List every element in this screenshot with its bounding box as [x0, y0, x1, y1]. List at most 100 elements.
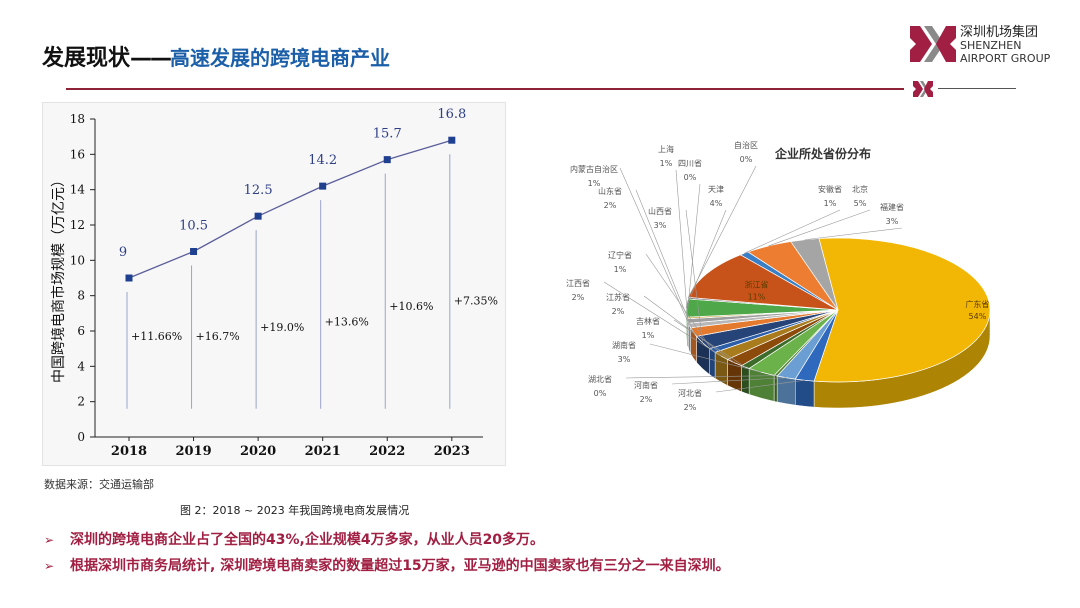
y-tick-label: 10 [70, 253, 85, 267]
logo-name-en-1: SHENZHEN [960, 39, 1022, 52]
bullet-item-1: ➢ 深圳的跨境电商企业占了全国的43%,企业规模4万多家，从业人员20多万。 [44, 530, 1044, 556]
pie-leader-line [625, 375, 776, 379]
pie-slice-side [709, 348, 716, 379]
bullet-text: 深圳的跨境电商企业占了全国的43%,企业规模4万多家，从业人员20多万。 [70, 532, 545, 548]
data-label: 10.5 [179, 219, 208, 234]
pie-leader-line [675, 169, 689, 322]
pie-label-name: 湖南省 [612, 340, 636, 350]
pie-label-value: 11% [748, 293, 766, 302]
pie-label-value: 1% [642, 331, 655, 340]
pie-leader-line [685, 209, 727, 309]
pie-leader-line [744, 209, 841, 254]
pie-label-name: 天津 [708, 184, 724, 194]
pie-leader-line [603, 281, 722, 357]
x-tick-label: 2018 [111, 444, 147, 459]
pie-label-value: 2% [612, 307, 625, 316]
pie-leader-line [649, 343, 762, 373]
pie-label-name: 四川省 [678, 158, 702, 168]
x-tick-label: 2021 [305, 444, 341, 459]
pie-leader-line [685, 209, 703, 343]
pie-label-value: 2% [604, 201, 617, 210]
data-label: 9 [119, 245, 127, 260]
pie-slice-side [773, 375, 778, 403]
growth-label: +19.0% [260, 321, 304, 334]
arrow-bullet-icon: ➢ [44, 559, 55, 573]
pie-label-name: 江西省 [566, 278, 590, 288]
data-point [190, 248, 198, 255]
figure-caption: 图 2：2018 ~ 2023 年我国跨境电商发展情况 [180, 504, 410, 517]
pie-label-value: 2% [684, 403, 697, 412]
pie-slice-side [776, 375, 796, 406]
bullet-list: ➢ 深圳的跨境电商企业占了全国的43%,企业规模4万多家，从业人员20多万。 ➢… [44, 530, 1044, 582]
y-tick-label: 0 [77, 430, 85, 444]
pie-label-name: 湖北省 [588, 374, 612, 384]
pie-label-name: 山西省 [648, 206, 672, 216]
y-tick-label: 4 [77, 359, 85, 373]
pie-label-value: 1% [660, 159, 673, 168]
small-logo-icon [913, 81, 933, 97]
pie-label-name: 山东省 [598, 186, 622, 196]
data-source: 数据来源：交通运输部 [44, 478, 154, 491]
pie-label-name: 广东省 [965, 299, 989, 309]
growth-label: +16.7% [196, 330, 240, 343]
pie-leader-line [673, 319, 746, 368]
pie-leader-line [635, 189, 694, 333]
data-point [254, 212, 262, 220]
pie-label-value: 0% [594, 389, 607, 398]
pie-label-value: 2% [572, 293, 585, 302]
growth-label: +10.6% [389, 300, 433, 313]
y-tick-label: 12 [70, 218, 85, 232]
pie-leader-line [643, 295, 735, 363]
bullet-item-2: ➢ 根据深圳市商务局统计, 深圳跨境电商卖家的数量超过15万家，亚马逊的中国卖家… [44, 556, 1044, 582]
pie-label-value: 54% [969, 312, 987, 321]
pie-title: 企业所处省份分布 [774, 146, 871, 161]
logo-text: 深圳机场集团 SHENZHEN AIRPORT GROUP [960, 26, 1050, 65]
data-point [319, 182, 327, 190]
title-rule [66, 88, 904, 90]
y-tick-label: 2 [77, 395, 85, 409]
pie-leader-line [768, 209, 871, 247]
pie-label-name: 自治区 [734, 140, 758, 150]
pie-slice-side [795, 378, 815, 408]
growth-label: +7.35% [454, 295, 498, 308]
pie-label-value: 4% [710, 199, 723, 208]
pie-label-name: 河北省 [678, 388, 702, 398]
pie-slice [790, 238, 839, 311]
bullet-text: 根据深圳市商务局统计, 深圳跨境电商卖家的数量超过15万家，亚马逊的中国卖家也有… [70, 558, 730, 574]
y-axis-label: 中国跨境电商市场规模（万亿元） [50, 173, 67, 383]
pie-label-name: 浙江省 [744, 280, 768, 290]
pie-label-value: 0% [684, 173, 697, 182]
pie-leader-line [715, 379, 805, 393]
pie-leader-line [619, 167, 690, 326]
x-tick-label: 2019 [175, 444, 211, 459]
data-point [383, 156, 391, 164]
pie-label-name: 上海 [658, 144, 674, 154]
airport-group-logo [910, 26, 956, 62]
logo-mark-icon [910, 26, 956, 62]
province-distribution-chart: 企业所处省份分布 广东省 54% 河北省 2% 河南省 2% 湖北省 0% 湖南省 3% 吉林省 1% 江… [520, 100, 1014, 430]
logo-name-en-2: AIRPORT GROUP [960, 52, 1051, 65]
series-line [128, 139, 452, 279]
y-tick-label: 8 [77, 289, 85, 303]
pie-label-name: 河南省 [634, 380, 658, 390]
data-label: 14.2 [308, 153, 337, 168]
y-tick-label: 18 [70, 112, 85, 126]
data-point [448, 136, 456, 144]
pie-label-value: 3% [618, 355, 631, 364]
growth-label: +11.66% [131, 330, 182, 343]
pie-label-value: 1% [614, 265, 627, 274]
x-tick-label: 2020 [240, 444, 276, 459]
market-size-line-chart: 0 2 4 6 8 10 12 14 16 18 中国跨境电商市场规模（万亿元） 2018 2019 20… [50, 107, 498, 459]
logo-name-cn: 深圳机场集团 [960, 25, 1039, 40]
pie-label-name: 辽宁省 [608, 250, 632, 260]
title-subtitle: 高速发展的跨境电商产业 [170, 46, 391, 70]
x-tick-label: 2023 [434, 444, 470, 459]
x-tick-label: 2022 [369, 444, 405, 459]
page-title: 发展现状——高速发展的跨境电商产业 [42, 40, 390, 72]
pie-label-value: 5% [854, 199, 867, 208]
pie-label-value: 1% [588, 179, 601, 188]
data-label: 16.8 [437, 107, 466, 122]
pie-label-value: 1% [824, 199, 837, 208]
pie-label-name: 内蒙古自治区 [570, 164, 618, 174]
